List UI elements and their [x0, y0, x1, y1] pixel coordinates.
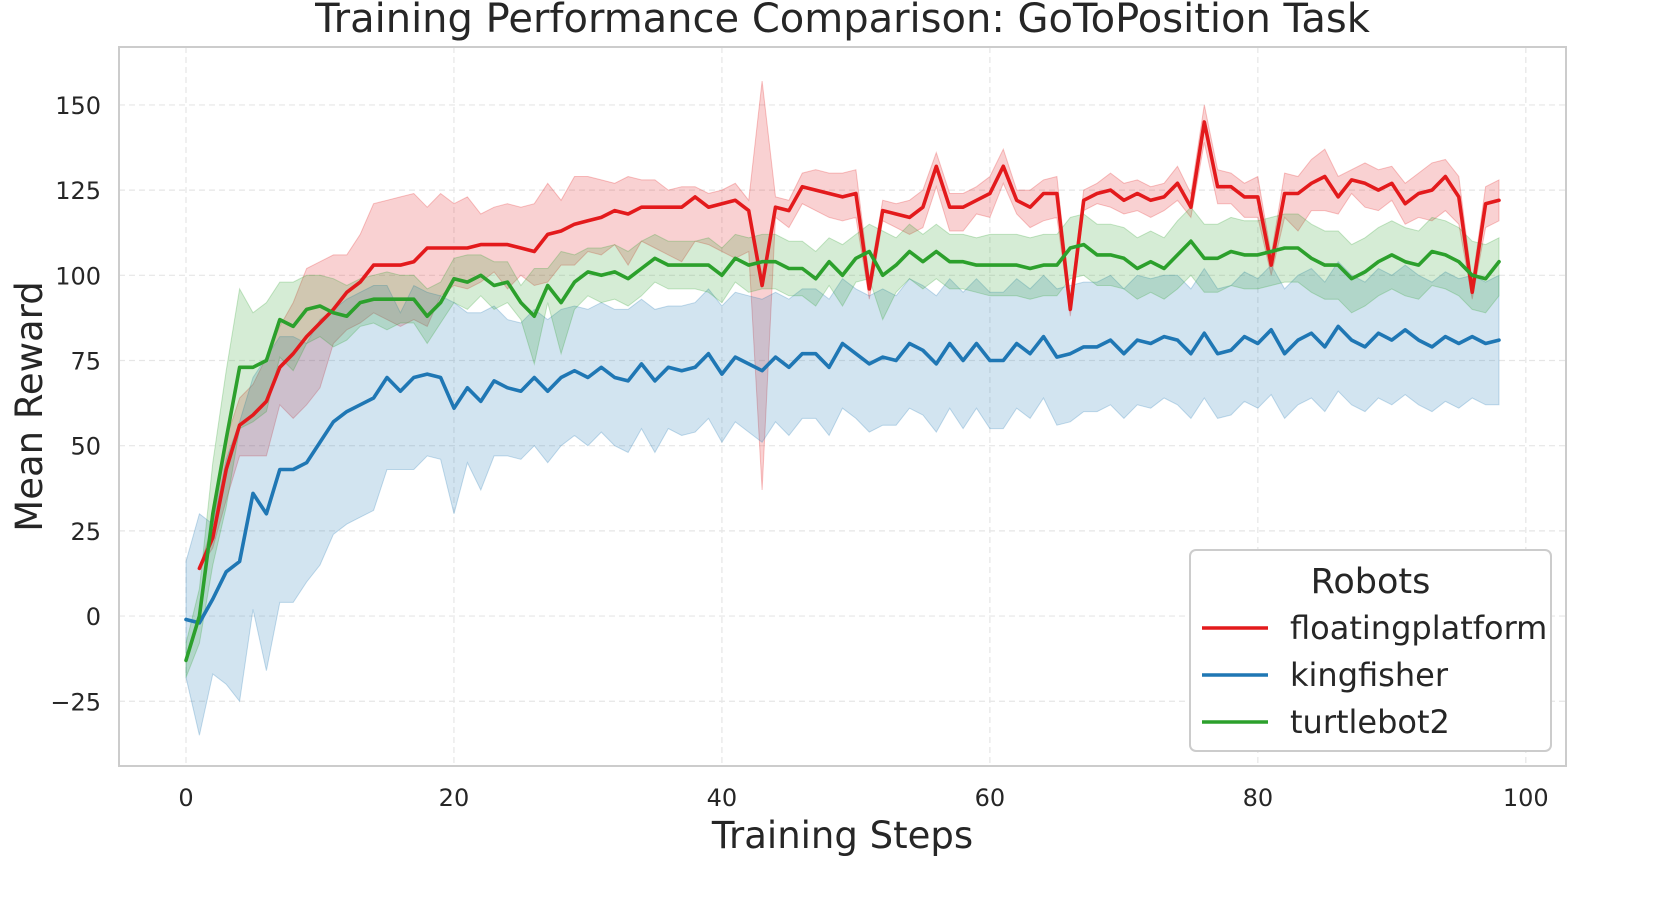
x-tick-label: 40: [707, 784, 738, 812]
plot-frame: [118, 46, 1567, 767]
series-lines: [184, 120, 1501, 663]
y-tick-label: 75: [70, 347, 101, 375]
y-tick-label: 25: [70, 518, 101, 546]
legend: Robots floatingplatform kingfisher turtleb…: [1189, 549, 1552, 752]
chart-title: Training Performance Comparison: GoToPos…: [314, 0, 1371, 42]
x-tick-label: 0: [178, 784, 193, 812]
x-tick-label: 60: [975, 784, 1006, 812]
y-axis-title: Mean Reward: [8, 281, 51, 531]
line-kingfisher: [184, 324, 1501, 625]
y-tick-label: 0: [86, 603, 101, 631]
y-tick-label: 50: [70, 433, 101, 461]
x-tick-label: 20: [439, 784, 470, 812]
y-tick-label: −25: [50, 688, 101, 716]
band-turtlebot2: [185, 206, 1500, 678]
x-tick-label: 100: [1503, 784, 1549, 812]
legend-label-kingfisher: kingfisher: [1290, 656, 1449, 694]
x-tick-label: 80: [1243, 784, 1274, 812]
legend-items: floatingplatform kingfisher turtlebot2: [1202, 609, 1547, 741]
y-tick-label: 125: [55, 177, 101, 205]
legend-label-floatingplatform: floatingplatform: [1290, 609, 1547, 647]
line-turtlebot2: [184, 239, 1501, 663]
y-tick-label: 150: [55, 92, 101, 120]
x-axis-title: Training Steps: [711, 814, 973, 857]
legend-box: [1189, 549, 1552, 752]
legend-label-turtlebot2: turtlebot2: [1290, 703, 1450, 741]
band-kingfisher: [185, 260, 1500, 736]
line-floatingplatform: [197, 120, 1501, 571]
y-tick-label: 100: [55, 262, 101, 290]
tick-labels: 0 20 40 60 80 100 −25 0 25 50 75 100 125 150: [50, 92, 1548, 812]
legend-title: Robots: [1311, 562, 1431, 602]
confidence-bands: [185, 81, 1500, 736]
